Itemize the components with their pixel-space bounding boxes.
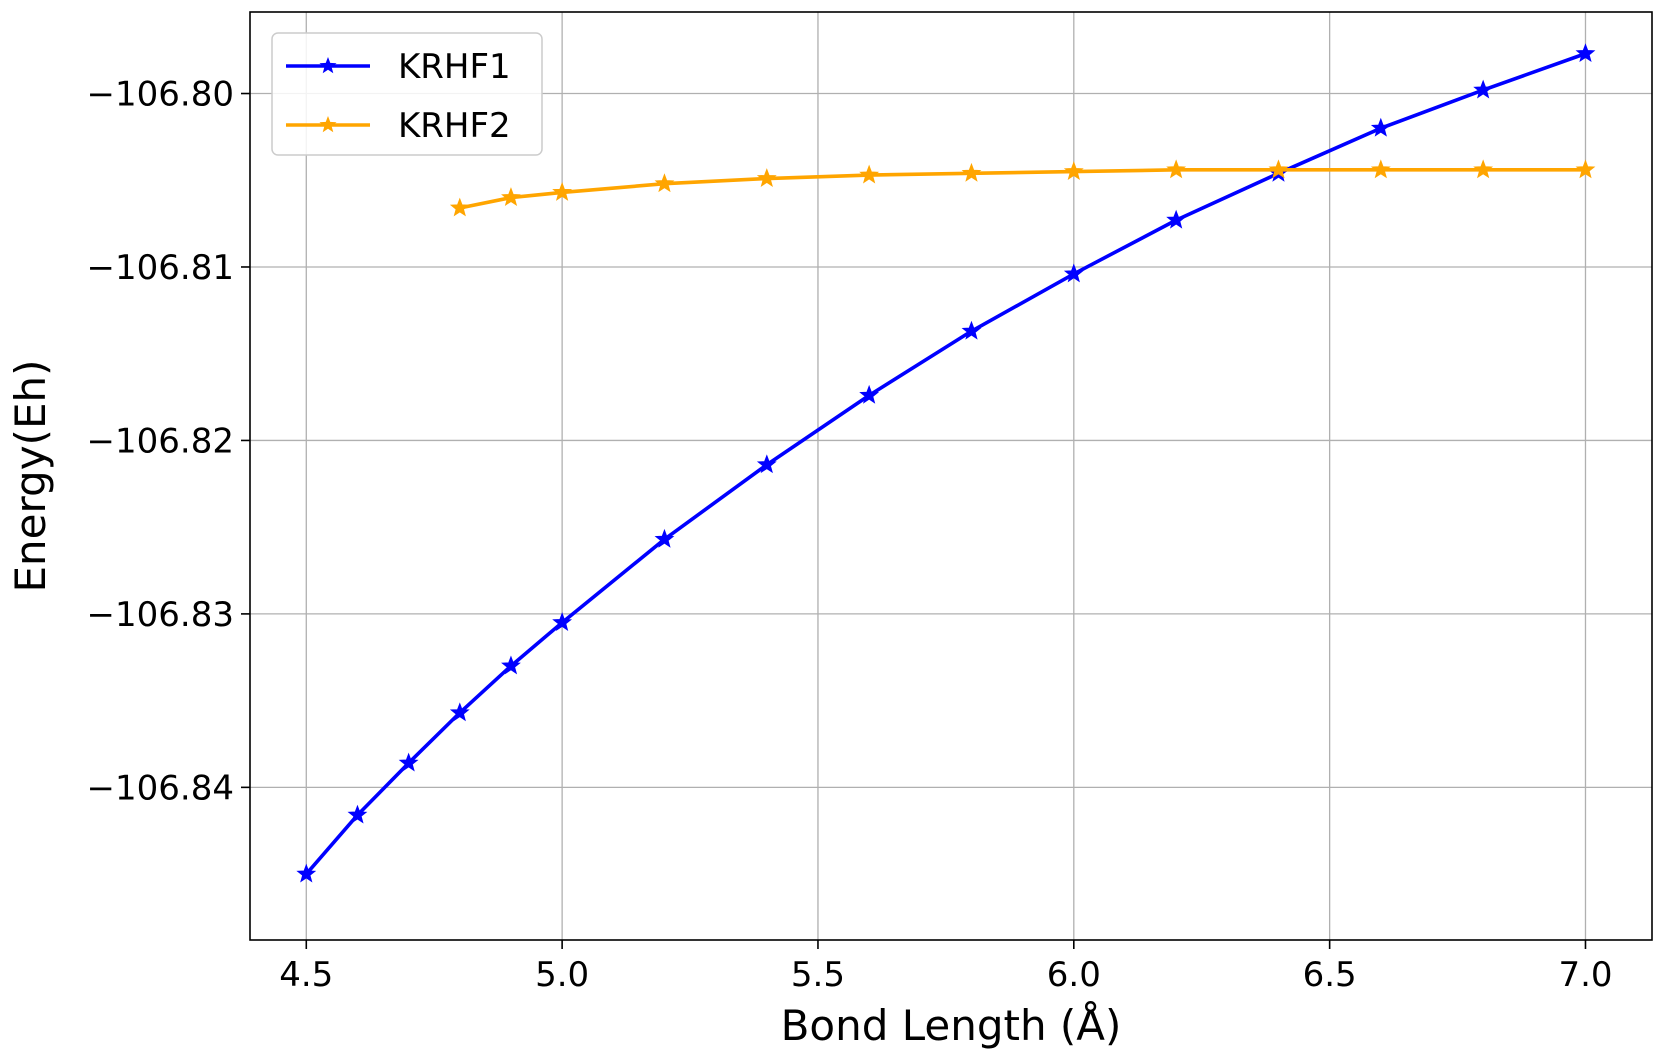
data-point-krhf2 <box>449 197 470 217</box>
x-tick-label: 6.5 <box>1303 955 1357 995</box>
data-point-krhf2 <box>1473 159 1494 179</box>
data-point-krhf2 <box>1370 159 1391 179</box>
ticks: 4.5 5.0 5.5 6.0 6.5 7.0 −106.84 −106.83 −106.82 −… <box>87 75 1613 995</box>
x-axis-title: Bond Length (Å) <box>781 1000 1122 1050</box>
x-tick-label: 7.0 <box>1558 955 1612 995</box>
plot-frame <box>249 11 1653 941</box>
data-point-krhf2 <box>552 181 573 201</box>
data-point-krhf1 <box>501 655 521 675</box>
data-point-krhf1 <box>756 454 777 474</box>
data-point-krhf1 <box>1063 263 1084 283</box>
x-tick-label: 5.0 <box>535 955 589 995</box>
y-axis-title: Energy(Eh) <box>6 360 55 593</box>
x-tick-label: 6.0 <box>1047 955 1101 995</box>
legend-swatch-marker <box>319 116 337 133</box>
data-point-krhf1 <box>1370 117 1391 137</box>
legend-item-krhf2: KRHF2 <box>286 106 511 146</box>
legend-label: KRHF2 <box>398 106 511 146</box>
data-point-krhf1 <box>1575 43 1596 63</box>
series-line-krhf1 <box>304 51 1587 876</box>
data-point-krhf2 <box>1268 159 1289 179</box>
data-point-krhf1 <box>961 320 982 340</box>
series-krhf2 <box>449 159 1596 217</box>
data-point-krhf1 <box>859 384 880 404</box>
x-tick-label: 4.5 <box>279 955 333 995</box>
legend-item-krhf1: KRHF1 <box>286 47 511 87</box>
data-point-krhf2 <box>1166 159 1187 179</box>
data-point-krhf1 <box>398 752 419 772</box>
data-point-krhf1 <box>654 528 675 548</box>
data-point-krhf1 <box>552 612 573 631</box>
data-point-krhf1 <box>449 702 470 722</box>
data-point-krhf2 <box>756 168 777 187</box>
data-point-krhf1 <box>296 863 317 883</box>
data-point-krhf2 <box>961 162 982 182</box>
data-point-krhf2 <box>1063 161 1084 181</box>
series-krhf1 <box>296 43 1596 883</box>
data-point-krhf2 <box>1575 159 1596 179</box>
series-layer <box>296 43 1596 883</box>
legend-swatch-marker <box>319 57 337 74</box>
x-tick-label: 5.5 <box>791 955 845 995</box>
y-tick-label: −106.81 <box>87 248 234 288</box>
legend-label: KRHF1 <box>398 47 511 87</box>
y-tick-label: −106.83 <box>87 595 234 635</box>
y-tick-label: −106.84 <box>87 768 234 808</box>
data-point-krhf1 <box>347 804 368 824</box>
y-tick-label: −106.82 <box>87 421 234 461</box>
data-point-krhf2 <box>501 187 521 207</box>
data-point-krhf2 <box>654 173 675 193</box>
y-tick-label: −106.80 <box>87 75 234 115</box>
legend: KRHF1 KRHF2 <box>271 32 543 156</box>
data-point-krhf1 <box>1473 79 1494 99</box>
data-point-krhf2 <box>859 164 880 184</box>
data-point-krhf1 <box>1166 209 1187 229</box>
